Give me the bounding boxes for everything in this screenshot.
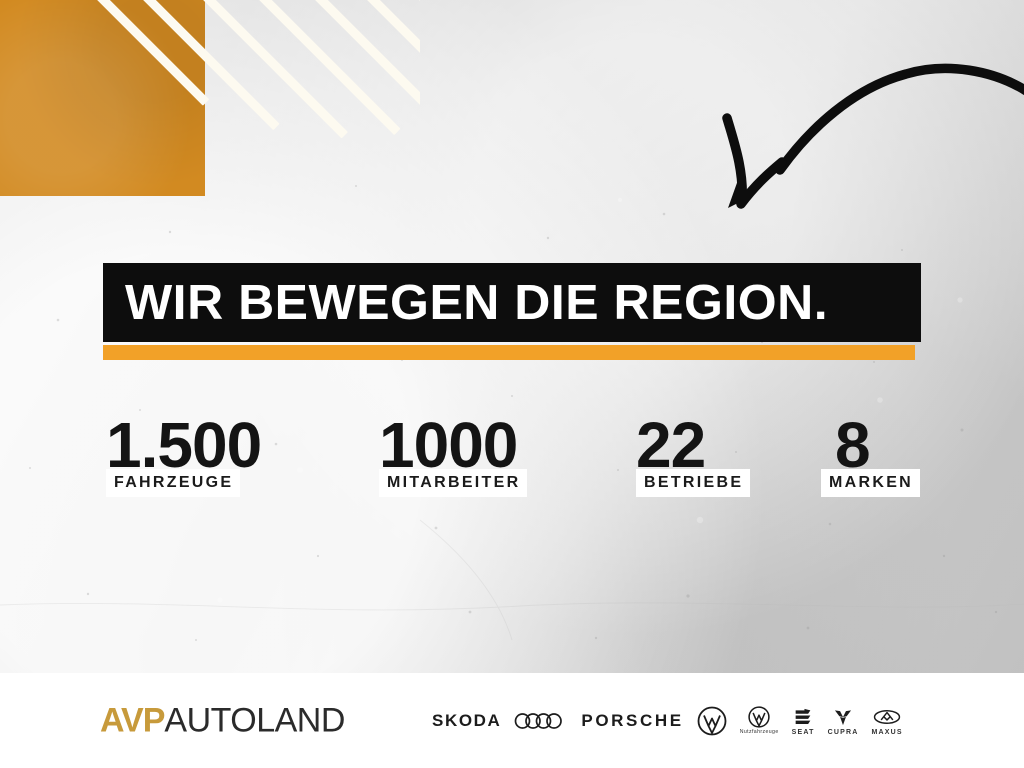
avp-logo-word: AUTOLAND <box>164 701 345 739</box>
porsche-wordmark: PORSCHE <box>581 710 684 730</box>
brand-audi[interactable] <box>514 712 568 730</box>
stat-label: MARKEN <box>821 469 921 497</box>
stat-mitarbeiter: 1000 MITARBEITER <box>379 409 528 497</box>
headline-underline <box>103 345 915 360</box>
stat-betriebe: 22 BETRIEBE <box>636 409 751 497</box>
stat-number: 1.500 <box>106 409 262 481</box>
stat-number: 8 <box>835 409 871 481</box>
seat-label: SEAT <box>791 728 815 736</box>
avp-logo-mark: AVP <box>100 701 165 739</box>
stat-marken: 8 MARKEN <box>821 409 921 497</box>
volkswagen-nutzfahrzeuge-roundel-icon <box>748 706 770 728</box>
maxus-label: MAXUS <box>871 728 903 736</box>
skoda-wordmark: SKODA <box>432 710 502 730</box>
brand-volkswagen[interactable] <box>697 706 727 736</box>
brand-maxus[interactable]: MAXUS <box>871 706 902 736</box>
stat-label: FAHRZEUGE <box>106 469 241 497</box>
volkswagen-roundel-icon <box>697 706 727 735</box>
stat-label: BETRIEBE <box>636 469 751 497</box>
avp-autoland-logo[interactable]: AVP AUTOLAND <box>100 701 345 740</box>
headline-text: WIR BEWEGEN DIE REGION. <box>125 275 829 330</box>
seat-logo-icon <box>795 708 811 724</box>
brand-cupra[interactable]: CUPRA <box>828 706 859 736</box>
brand-porsche[interactable]: PORSCHE <box>581 711 683 731</box>
audi-rings-icon <box>515 712 563 729</box>
stat-fahrzeuge: 1.500 FAHRZEUGE <box>106 409 262 497</box>
maxus-logo-icon <box>873 709 901 724</box>
stats-row: 1.500 FAHRZEUGE 1000 MITARBEITER 22 BETR… <box>100 409 930 516</box>
brand-skoda[interactable]: SKODA <box>432 711 501 731</box>
brand-logos: SKODA PORSCHE <box>432 706 903 736</box>
nutzfahrzeuge-label: Nutzfahrzeuge <box>739 729 779 735</box>
brand-volkswagen-nutzfahrzeuge[interactable]: Nutzfahrzeuge <box>740 706 779 735</box>
cupra-label: CUPRA <box>827 728 859 736</box>
footer: AVP AUTOLAND SKODA PORSCHE <box>0 673 1024 768</box>
headline: WIR BEWEGEN DIE REGION. <box>103 263 921 360</box>
headline-bar: WIR BEWEGEN DIE REGION. <box>103 263 921 342</box>
cupra-logo-icon <box>834 709 852 725</box>
brand-seat[interactable]: SEAT <box>792 706 815 736</box>
stat-number: 22 <box>636 409 706 481</box>
stat-label: MITARBEITER <box>379 469 528 497</box>
stat-number: 1000 <box>379 409 518 481</box>
